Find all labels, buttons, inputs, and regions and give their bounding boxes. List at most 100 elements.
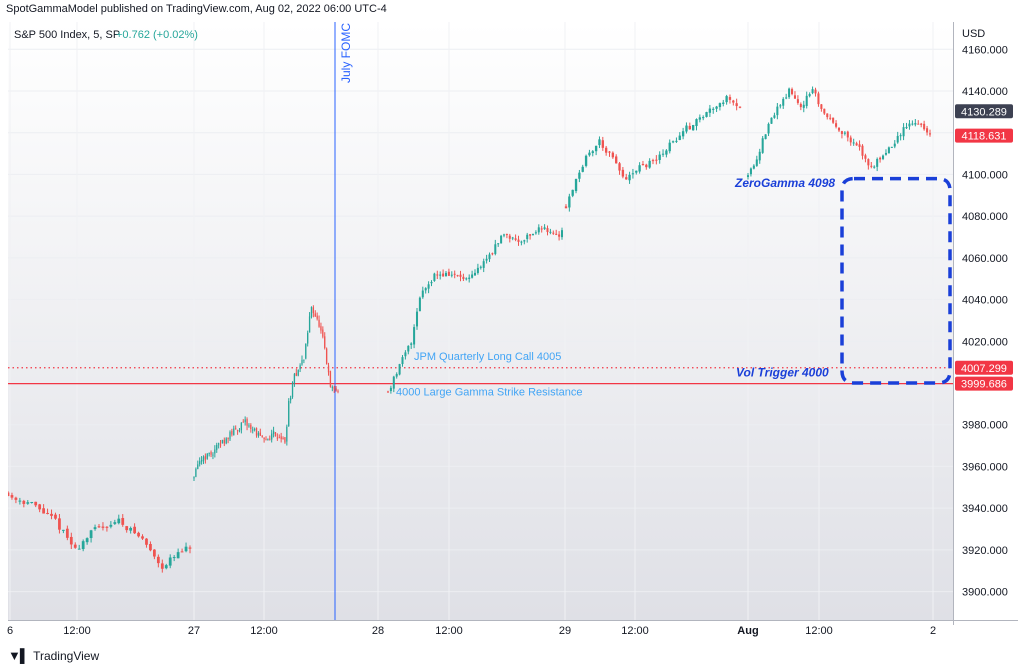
candle-body[interactable] <box>618 163 621 171</box>
candle-body[interactable] <box>42 508 45 514</box>
candle-body[interactable] <box>628 174 631 181</box>
candle-body[interactable] <box>208 452 210 454</box>
candle-body[interactable] <box>802 104 805 108</box>
candle-body[interactable] <box>252 429 254 431</box>
candle-body[interactable] <box>641 163 645 165</box>
candle-body[interactable] <box>327 365 330 373</box>
candle-body[interactable] <box>312 307 315 314</box>
candle-body[interactable] <box>500 235 503 244</box>
candle-body[interactable] <box>837 127 841 131</box>
candle-body[interactable] <box>601 140 604 148</box>
candle-body[interactable] <box>668 142 671 152</box>
candle-body[interactable] <box>718 103 722 108</box>
candle-body[interactable] <box>288 400 290 426</box>
candle-body[interactable] <box>658 154 661 160</box>
candle-body[interactable] <box>184 546 188 552</box>
candle-body[interactable] <box>749 168 752 175</box>
candle-body[interactable] <box>200 460 203 462</box>
candle-body[interactable] <box>665 150 668 155</box>
candle-body[interactable] <box>578 172 581 179</box>
candle-body[interactable] <box>479 266 482 268</box>
candle-body[interactable] <box>34 501 38 506</box>
candle-body[interactable] <box>229 431 231 440</box>
candle-body[interactable] <box>235 428 237 430</box>
candle-body[interactable] <box>238 430 241 432</box>
candle-body[interactable] <box>58 518 61 530</box>
candle-body[interactable] <box>308 316 311 333</box>
candle-body[interactable] <box>758 151 761 161</box>
candle-body[interactable] <box>514 238 517 240</box>
candle-body[interactable] <box>398 364 401 375</box>
candle-body[interactable] <box>655 159 658 161</box>
candle-body[interactable] <box>799 103 802 108</box>
candle-body[interactable] <box>272 431 275 434</box>
candle-body[interactable] <box>876 158 879 167</box>
candle-body[interactable] <box>77 548 81 550</box>
candle-body[interactable] <box>331 386 333 388</box>
candle-body[interactable] <box>433 273 436 281</box>
time-axis[interactable]: 6 12:00 27 12:00 28 12:00 29 12:00 Aug 12:00 2 <box>7 625 936 637</box>
candle-body[interactable] <box>796 99 799 103</box>
candle-body[interactable] <box>591 151 594 154</box>
candle-body[interactable] <box>543 227 546 230</box>
candle-body[interactable] <box>160 563 164 569</box>
candle-body[interactable] <box>482 261 485 268</box>
candle-body[interactable] <box>764 134 767 140</box>
candle-body[interactable] <box>858 144 861 147</box>
candle-body[interactable] <box>193 477 195 479</box>
candle-body[interactable] <box>887 147 890 154</box>
candle-body[interactable] <box>97 526 101 528</box>
price-axis[interactable]: 3900.000 3920.000 3940.000 3960.000 3980.000… <box>962 44 1008 598</box>
candle-body[interactable] <box>712 108 715 110</box>
candle-body[interactable] <box>808 93 811 97</box>
candle-body[interactable] <box>785 97 788 99</box>
candle-body[interactable] <box>732 100 735 103</box>
candle-body[interactable] <box>902 127 905 137</box>
candle-body[interactable] <box>517 239 520 242</box>
candle-body[interactable] <box>776 106 779 116</box>
candle-body[interactable] <box>811 89 814 94</box>
candle-body[interactable] <box>401 357 404 365</box>
candle-body[interactable] <box>661 153 665 155</box>
candle-body[interactable] <box>320 326 322 331</box>
candle-body[interactable] <box>389 387 392 392</box>
candle-body[interactable] <box>505 234 508 236</box>
candle-body[interactable] <box>873 166 876 168</box>
candle-body[interactable] <box>746 175 750 177</box>
candle-body[interactable] <box>832 117 835 123</box>
candle-body[interactable] <box>715 106 718 109</box>
candle-body[interactable] <box>386 391 390 393</box>
candle-body[interactable] <box>523 240 526 242</box>
candle-body[interactable] <box>843 132 846 134</box>
candle-body[interactable] <box>295 373 297 376</box>
candle-body[interactable] <box>410 343 413 345</box>
candle-body[interactable] <box>549 231 552 233</box>
candle-body[interactable] <box>73 544 77 548</box>
candle-body[interactable] <box>335 388 337 391</box>
candle-body[interactable] <box>456 275 459 277</box>
candle-body[interactable] <box>22 500 26 504</box>
candle-body[interactable] <box>424 288 427 291</box>
candle-body[interactable] <box>594 145 598 152</box>
candle-body[interactable] <box>584 155 588 166</box>
candle-body[interactable] <box>407 345 410 352</box>
candle-body[interactable] <box>779 105 782 107</box>
candle-body[interactable] <box>216 444 218 450</box>
candle-body[interactable] <box>552 232 555 234</box>
candle-body[interactable] <box>276 437 279 439</box>
candle-body[interactable] <box>767 123 770 134</box>
candle-body[interactable] <box>678 135 681 140</box>
candle-body[interactable] <box>675 140 678 142</box>
candle-body[interactable] <box>81 541 85 550</box>
candle-body[interactable] <box>259 432 261 436</box>
candle-body[interactable] <box>462 276 465 280</box>
candle-body[interactable] <box>793 95 796 99</box>
candle-body[interactable] <box>54 514 57 519</box>
candle-body[interactable] <box>284 437 286 443</box>
candle-body[interactable] <box>421 290 424 298</box>
candle-body[interactable] <box>755 159 758 166</box>
candle-body[interactable] <box>219 444 222 446</box>
candle-body[interactable] <box>204 456 207 460</box>
candle-body[interactable] <box>153 549 156 557</box>
candle-body[interactable] <box>840 131 843 134</box>
